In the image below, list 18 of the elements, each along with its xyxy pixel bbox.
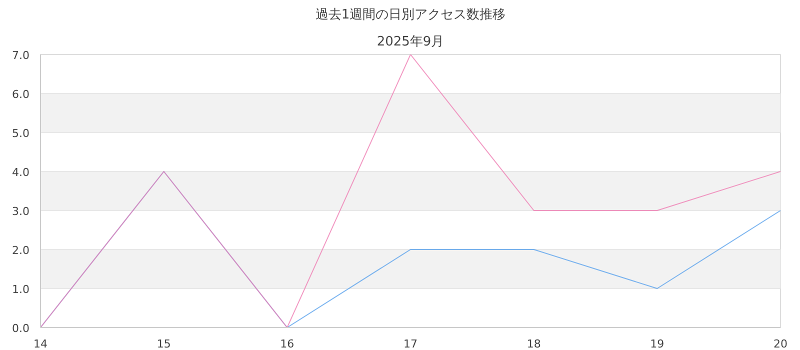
x-tick-label: 16 <box>280 338 294 350</box>
x-tick-label: 17 <box>404 338 418 350</box>
x-tick-label: 14 <box>34 338 48 350</box>
x-tick-label: 15 <box>156 338 171 350</box>
y-tick-label: 0.0 <box>12 322 30 335</box>
y-tick-label: 4.0 <box>12 166 30 179</box>
x-tick-label: 20 <box>774 338 788 350</box>
y-tick-label: 2.0 <box>12 244 30 257</box>
line-series <box>40 54 780 328</box>
y-tick-label: 1.0 <box>12 283 30 296</box>
y-tick-label: 3.0 <box>12 205 30 218</box>
y-tick-label: 6.0 <box>12 88 30 101</box>
chart-subtitle: 2025年9月 <box>376 34 444 50</box>
x-tick-label: 18 <box>526 338 541 350</box>
chart-title: 過去1週間の日別アクセス数推移 <box>315 8 506 22</box>
y-tick-label: 7.0 <box>12 49 30 62</box>
y-tick-label: 5.0 <box>12 127 30 140</box>
x-tick-label: 19 <box>650 338 664 350</box>
